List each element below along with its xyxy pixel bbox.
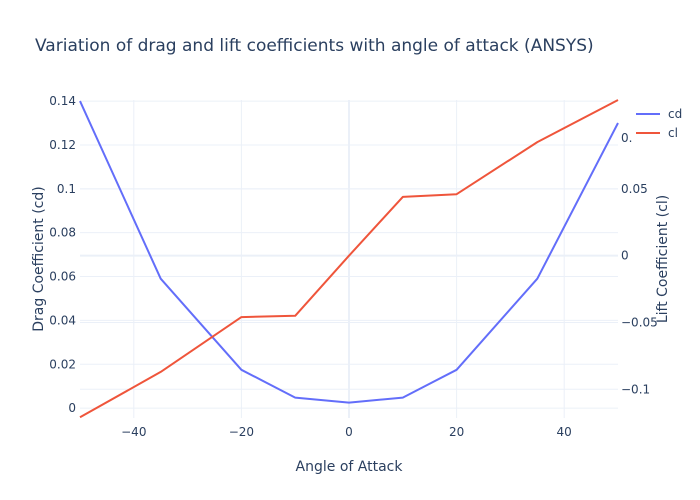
y-tick-label: 0.02: [49, 357, 76, 371]
y-tick-label: 0.04: [49, 313, 76, 327]
legend-label-cl: cl: [668, 126, 678, 140]
y2-tick-label: 0: [621, 249, 629, 263]
tick-labels: −40 −20 0 20 40 0 0.02 0.04 0.06 0.08 0.1 0.12 0.14 −…: [49, 94, 658, 439]
x-tick-label: −40: [121, 425, 146, 439]
grid: [80, 100, 618, 418]
y-tick-label: 0.1: [57, 182, 76, 196]
x-axis-title: Angle of Attack: [296, 459, 404, 475]
y-tick-label: 0.08: [49, 226, 76, 240]
y-tick-label: 0.14: [49, 94, 76, 108]
y2-axis-title: Lift Coefficient (cl): [655, 195, 671, 323]
legend[interactable]: cd cl: [636, 107, 682, 140]
y2-tick-label-partial: 0.: [621, 131, 632, 145]
y2-tick-label: −0.05: [621, 315, 658, 329]
series-line-cd: [79, 100, 619, 404]
y-tick-label: 0.06: [49, 270, 76, 284]
y2-tick-label: 0.05: [621, 182, 648, 196]
x-tick-label: 40: [557, 425, 572, 439]
series-lines: [79, 99, 619, 419]
series-line-cl: [79, 99, 619, 419]
y-axis-title: Drag Coefficient (cd): [31, 186, 47, 331]
x-tick-label: 0: [345, 425, 353, 439]
y2-tick-label: −0.1: [621, 382, 650, 396]
legend-label-cd: cd: [668, 107, 682, 121]
chart-title: Variation of drag and lift coefficients …: [35, 36, 594, 56]
legend-item-cd[interactable]: cd: [636, 107, 682, 121]
legend-item-cl[interactable]: cl: [636, 126, 678, 140]
x-tick-label: 20: [449, 425, 464, 439]
y-tick-label: 0: [68, 401, 76, 415]
y-tick-label: 0.12: [49, 138, 76, 152]
x-tick-label: −20: [229, 425, 254, 439]
